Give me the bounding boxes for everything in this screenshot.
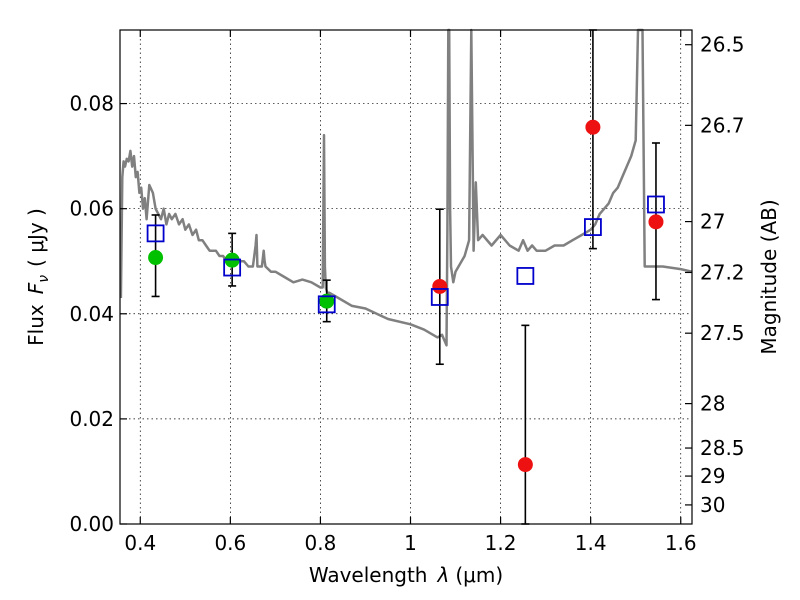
- y-axis-label: FluxFν( μJy ): [24, 208, 52, 346]
- y-tick-label: 0.04: [69, 302, 114, 326]
- model-flux-square: [430, 288, 449, 306]
- y-tick-label: 0.06: [69, 197, 114, 221]
- model-spectrum-line: [119, 28, 693, 347]
- red-data-point: [432, 278, 448, 294]
- magnitude-tick-label: 26.5: [700, 33, 745, 57]
- red-data-point: [517, 457, 533, 473]
- x-tick-label: 1.2: [485, 531, 517, 555]
- magnitude-axis-label: Magnitude (AB): [757, 199, 781, 354]
- model-spectrum-layer: [119, 28, 693, 347]
- x-tick-label: 1: [404, 531, 417, 555]
- magnitude-tick-label: 28: [700, 392, 725, 416]
- x-tick-label: 1.4: [575, 531, 607, 555]
- magnitude-tick-label: 27: [700, 210, 725, 234]
- y-tick-label: 0.00: [69, 512, 114, 536]
- green-data-point: [319, 293, 335, 309]
- model-flux-square: [146, 224, 165, 243]
- magnitude-tick-label: 27.5: [700, 321, 745, 345]
- plot-frame: [119, 29, 693, 525]
- x-tick-label: 0.4: [124, 531, 156, 555]
- error-bars-layer: [151, 29, 660, 525]
- magnitude-tick-label: 30: [700, 493, 725, 517]
- red-data-point: [648, 214, 664, 230]
- magnitude-tick-label: 26.7: [700, 113, 745, 137]
- y-tick-label: 0.02: [69, 407, 114, 431]
- model-flux-square: [223, 258, 242, 277]
- magnitude-tick-label: 27.2: [700, 260, 745, 284]
- model-flux-square: [584, 218, 602, 236]
- green-data-point: [148, 250, 164, 266]
- x-axis-label: Wavelength λ (μm): [309, 563, 503, 587]
- red-data-point: [585, 119, 601, 135]
- x-tick-label: 1.6: [665, 531, 697, 555]
- model-flux-square: [317, 295, 336, 314]
- grid-lines: [120, 30, 692, 525]
- y-tick-label: 0.08: [69, 92, 114, 116]
- model-flux-square: [516, 267, 535, 285]
- axis-ticks: 0.4 0.6 0.8 1 1.2 1.4 1.6 0.00 0.02 0.04 0.06 0.08 2…: [69, 30, 745, 555]
- x-tick-label: 0.8: [305, 531, 337, 555]
- x-tick-label: 0.6: [214, 531, 246, 555]
- magnitude-tick-label: 29: [700, 464, 725, 488]
- markers-layer: [146, 119, 665, 473]
- model-flux-square: [647, 195, 665, 214]
- magnitude-tick-label: 28.5: [700, 436, 745, 460]
